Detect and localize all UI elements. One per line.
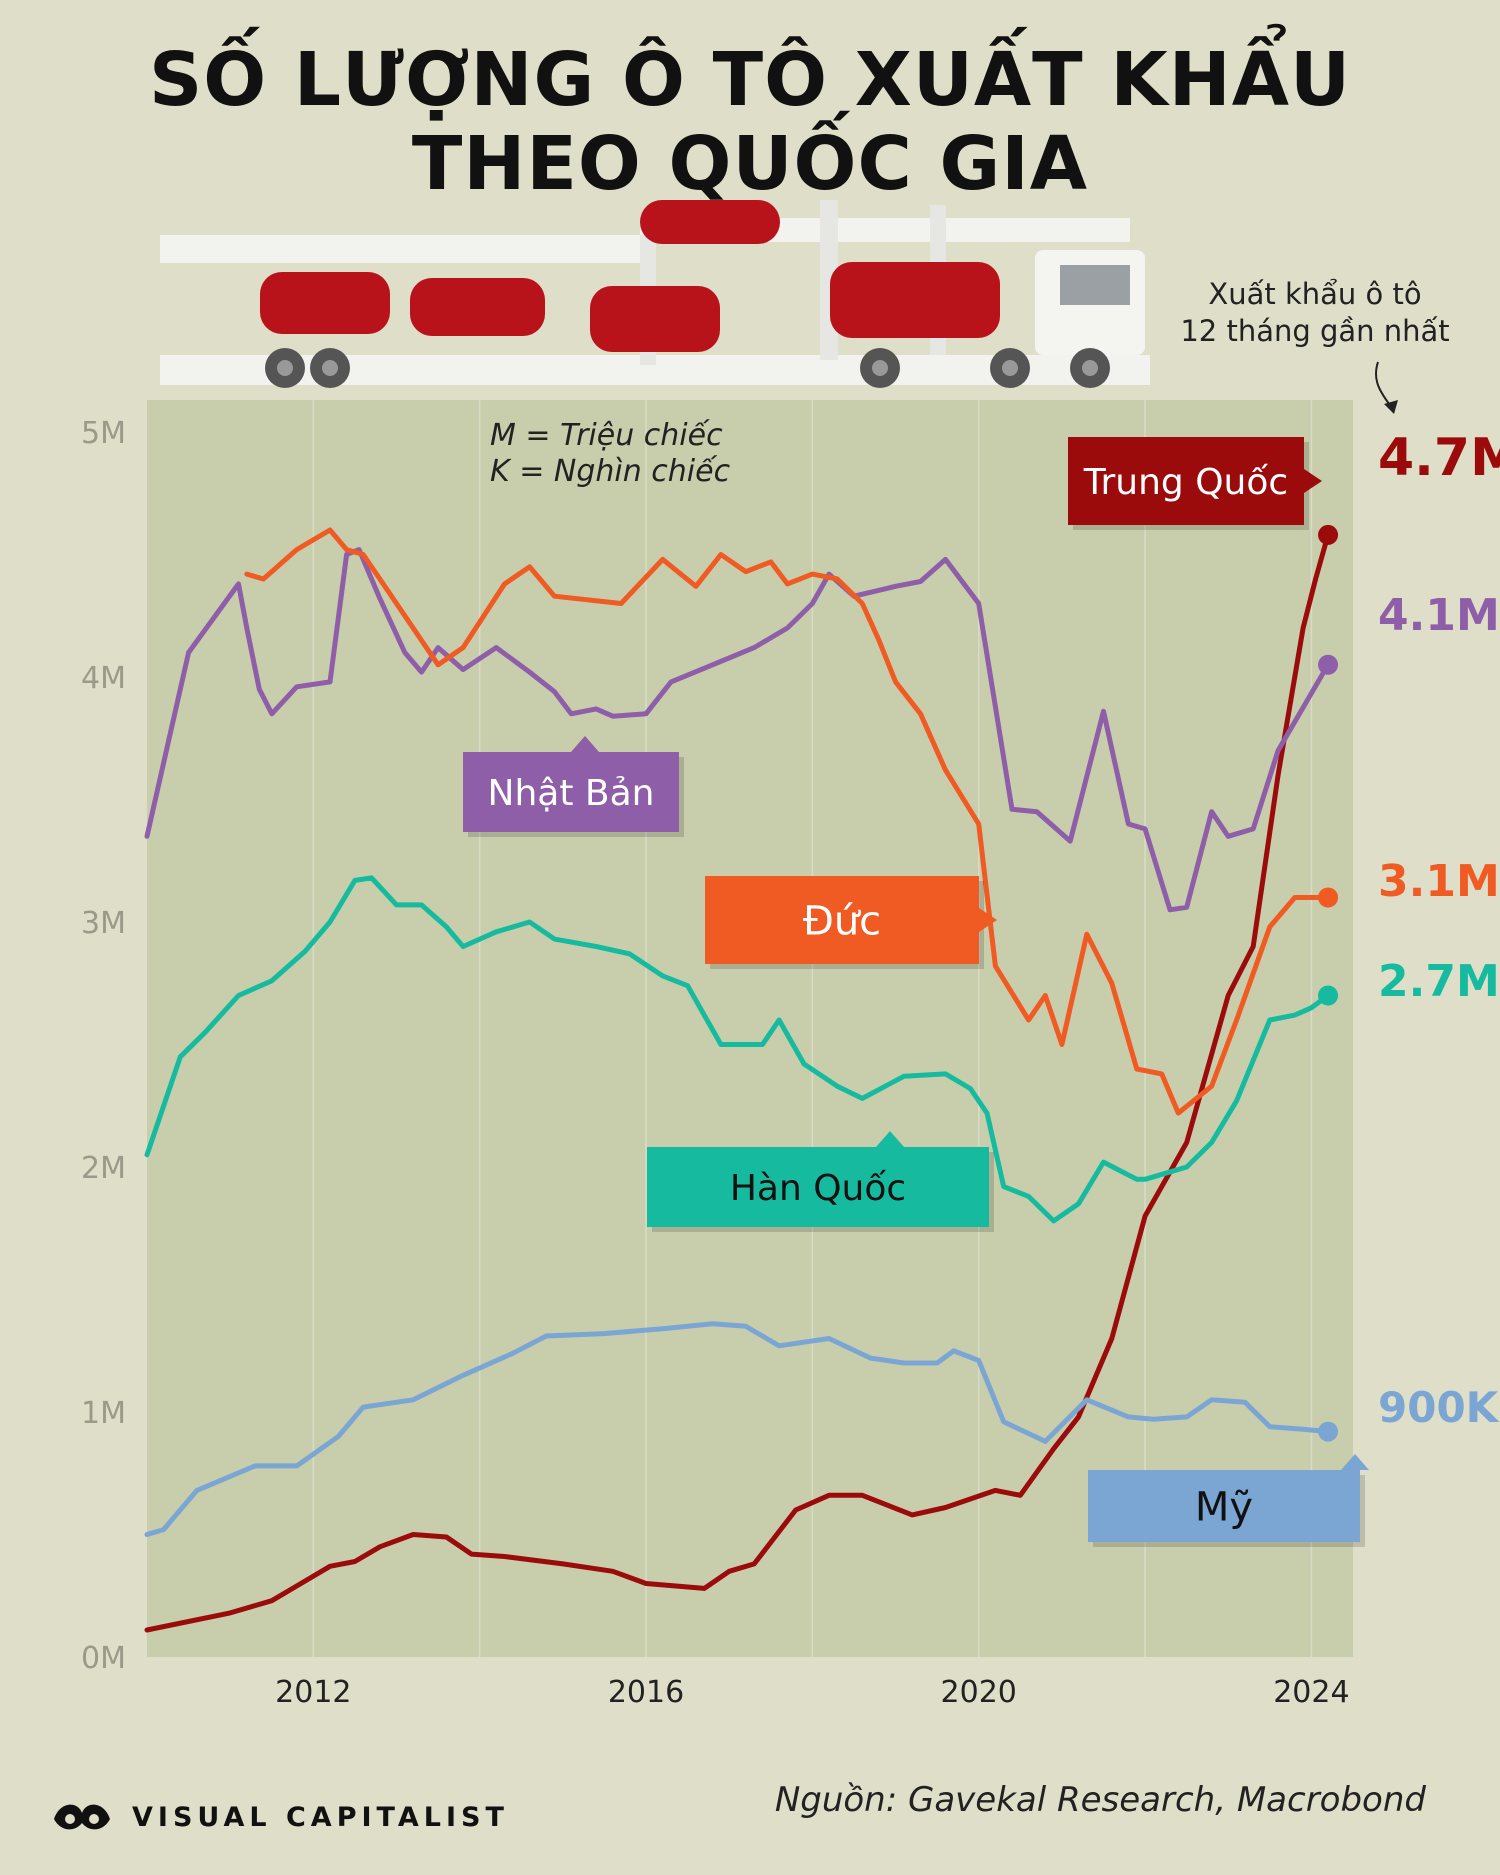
end-label-germany: 3.1M (1378, 856, 1500, 907)
callout-label-japan: Nhật Bản (488, 773, 655, 814)
y-tick-label: 0M (81, 1641, 126, 1676)
y-tick-label: 1M (81, 1396, 126, 1431)
truck-upper-deck (160, 235, 650, 263)
chart-title-line2: THEO QUỐC GIA (411, 121, 1089, 207)
red-car (260, 272, 390, 334)
red-car (590, 286, 720, 352)
callout-label-china: Trung Quốc (1083, 462, 1288, 503)
red-car (830, 262, 1000, 338)
callout-box (705, 876, 979, 964)
x-tick-label: 2012 (275, 1675, 351, 1710)
callout-label-germany: Đức (803, 898, 881, 944)
truck-window (1060, 265, 1130, 305)
legend-note-million: M = Triệu chiếc (490, 418, 723, 453)
x-tick-label: 2016 (608, 1675, 684, 1710)
callout-pointer (1341, 1454, 1369, 1470)
y-tick-label: 4M (81, 661, 126, 696)
end-label-korea: 2.7M (1378, 956, 1500, 1007)
plot-area (147, 400, 1353, 1657)
callout-box (1088, 1470, 1360, 1542)
annotation-arrowhead (1384, 400, 1398, 414)
end-point-china (1318, 524, 1339, 545)
end-label-china: 4.7M (1378, 428, 1500, 488)
brand-name: VISUAL CAPITALIST (132, 1801, 509, 1833)
callout-box (463, 752, 679, 832)
callout-germany: Đức (705, 876, 997, 969)
annotation-line1: Xuất khẩu ô tô (1208, 277, 1422, 311)
series-line-korea (144, 875, 1331, 1224)
end-point-korea (1318, 985, 1339, 1006)
callout-pointer (571, 736, 599, 752)
series-line-germany (244, 527, 1331, 1116)
y-tick-label: 2M (81, 1151, 126, 1186)
callout-label-usa: Mỹ (1195, 1484, 1253, 1530)
callout-korea: Hàn Quốc (647, 1131, 994, 1232)
callout-pointer (1304, 469, 1322, 493)
annotation-line2: 12 tháng gần nhất (1180, 314, 1450, 348)
annotation-latest: Xuất khẩu ô tô 12 tháng gần nhất (1170, 276, 1460, 350)
end-label-usa: 900K (1378, 1383, 1500, 1432)
end-label-japan: 4.1M (1378, 590, 1500, 641)
callout-china: Trung Quốc (1068, 437, 1322, 530)
end-point-germany (1318, 887, 1339, 908)
red-car (640, 200, 780, 244)
callout-japan: Nhật Bản (463, 736, 684, 837)
callout-box (647, 1147, 989, 1227)
brand-logo: VISUAL CAPITALIST (50, 1797, 509, 1837)
red-car (410, 278, 545, 336)
visual-capitalist-icon (54, 1804, 110, 1830)
y-tick-label: 3M (81, 906, 126, 941)
car-carrier-illustration (160, 200, 1150, 388)
source-note: Nguồn: Gavekal Research, Macrobond (774, 1780, 1426, 1820)
wheel-hub (1082, 360, 1098, 376)
legend-note-thousand: K = Nghìn chiếc (490, 454, 731, 489)
wheel-hub (872, 360, 888, 376)
callout-box (1068, 437, 1304, 525)
series-line-japan (144, 547, 1331, 913)
chart-title-line1: SỐ LƯỢNG Ô TÔ XUẤT KHẨU (148, 37, 1352, 123)
callout-usa: Mỹ (1088, 1454, 1369, 1547)
x-tick-label: 2020 (941, 1675, 1017, 1710)
wheel-hub (277, 360, 293, 376)
wheel-hub (322, 360, 338, 376)
end-point-japan (1318, 654, 1339, 675)
series-line-usa (144, 1321, 1331, 1537)
y-tick-label: 5M (81, 416, 126, 451)
wheel-hub (1002, 360, 1018, 376)
callout-label-korea: Hàn Quốc (730, 1168, 906, 1209)
callout-pointer (876, 1131, 904, 1147)
x-tick-label: 2024 (1273, 1675, 1349, 1710)
callout-pointer (979, 908, 997, 932)
end-point-usa (1318, 1421, 1339, 1442)
annotation-arrow (1374, 361, 1393, 409)
